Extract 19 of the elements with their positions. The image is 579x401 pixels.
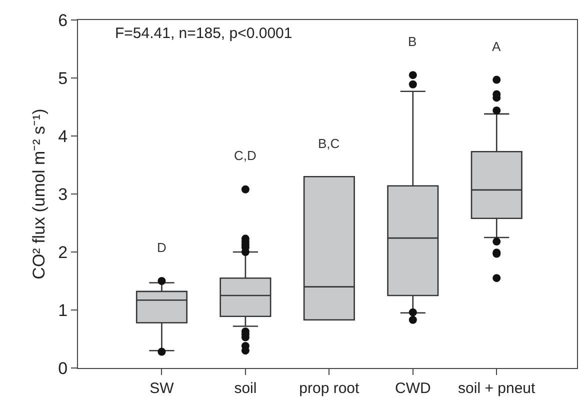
y-tick-label: 0 bbox=[58, 358, 68, 378]
x-tick-label: soil bbox=[234, 380, 257, 397]
y-axis-title: CO² flux (umol m⁻² s⁻¹) bbox=[30, 108, 49, 280]
annotation: D bbox=[157, 240, 166, 255]
x-tick-label: CWD bbox=[394, 380, 431, 397]
annotation: B,C bbox=[318, 136, 340, 151]
x-tick-label: prop root bbox=[299, 380, 360, 397]
annotation: F=54.41, n=185, p<0.0001 bbox=[115, 25, 292, 42]
x-tick-label: soil + pneut bbox=[458, 380, 536, 397]
y-tick-label: 3 bbox=[58, 184, 68, 204]
y-tick-label: 4 bbox=[58, 126, 68, 146]
annotation: C,D bbox=[234, 148, 256, 163]
annotation: B bbox=[408, 34, 417, 49]
annotation: A bbox=[492, 39, 501, 54]
y-tick-label: 2 bbox=[58, 242, 68, 262]
y-tick-label: 6 bbox=[58, 10, 68, 30]
x-tick-label: SW bbox=[150, 380, 175, 397]
y-tick-label: 5 bbox=[58, 68, 68, 88]
y-tick-label: 1 bbox=[58, 300, 68, 320]
